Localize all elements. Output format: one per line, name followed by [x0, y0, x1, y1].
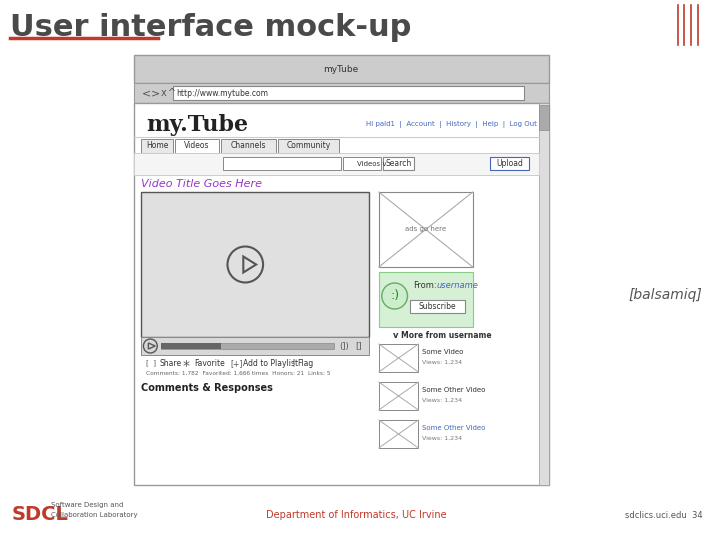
Circle shape	[382, 283, 408, 309]
Text: Add to Playlist: Add to Playlist	[243, 359, 298, 368]
Text: myTube: myTube	[323, 64, 359, 73]
Bar	[133, 83, 549, 103]
Text: Views: 1,234: Views: 1,234	[423, 435, 462, 441]
Text: Views: 1,234: Views: 1,234	[423, 360, 462, 365]
Bar	[379, 272, 473, 327]
Bar	[141, 337, 369, 355]
Text: [  ]: [ ]	[146, 359, 156, 366]
Text: <: <	[141, 88, 150, 98]
Text: Home: Home	[146, 141, 168, 151]
Text: Hi paid1  |  Account  |  History  |  Help  |  Log Out: Hi paid1 | Account | History | Help | Lo…	[366, 122, 537, 129]
Text: x: x	[161, 88, 167, 98]
Bar	[133, 55, 549, 83]
Text: Video Title Goes Here: Video Title Goes Here	[141, 179, 262, 189]
Text: :): :)	[390, 289, 399, 302]
Text: More from username: More from username	[400, 332, 491, 341]
Text: Search: Search	[385, 159, 412, 168]
Bar	[133, 103, 549, 485]
Text: sdclics.uci.edu  34: sdclics.uci.edu 34	[625, 510, 702, 519]
Text: User interface mock-up: User interface mock-up	[10, 14, 411, 43]
Bar	[379, 382, 418, 410]
Text: Community: Community	[287, 141, 330, 151]
Text: Some Other Video: Some Other Video	[423, 387, 486, 393]
Bar	[173, 86, 524, 100]
Bar	[383, 157, 415, 170]
Text: ^: ^	[168, 88, 176, 98]
Text: Comments & Responses: Comments & Responses	[141, 383, 274, 393]
Bar	[379, 344, 418, 372]
Text: From:: From:	[413, 281, 437, 291]
Text: Some Video: Some Video	[423, 349, 464, 355]
Bar	[410, 300, 465, 313]
Text: http://www.mytube.com: http://www.mytube.com	[176, 89, 268, 98]
Text: Flag: Flag	[297, 359, 314, 368]
FancyBboxPatch shape	[278, 139, 339, 153]
Bar	[141, 192, 369, 337]
Text: Software Design and
Collaboration Laboratory: Software Design and Collaboration Labora…	[51, 503, 138, 517]
Text: []: []	[355, 341, 361, 350]
Text: Channels: Channels	[230, 141, 266, 151]
Text: username: username	[436, 281, 478, 291]
Bar	[539, 105, 549, 130]
Text: >: >	[151, 88, 161, 98]
Text: Upload: Upload	[496, 159, 523, 168]
Bar	[161, 343, 220, 349]
Text: SDCL: SDCL	[12, 505, 68, 524]
Text: my.Tube: my.Tube	[146, 114, 248, 136]
Text: ads go here: ads go here	[405, 226, 446, 233]
Text: Some Other Video: Some Other Video	[423, 425, 486, 431]
Text: Subscribe: Subscribe	[418, 302, 456, 311]
Bar	[222, 157, 341, 170]
Text: !: !	[292, 359, 296, 369]
Text: [+]: [+]	[230, 359, 243, 368]
FancyBboxPatch shape	[220, 139, 276, 153]
Bar	[161, 343, 334, 349]
Text: (]): (])	[339, 341, 349, 350]
Text: Comments: 1,782  Favorited: 1,666 times  Honors: 21  Links: 5: Comments: 1,782 Favorited: 1,666 times H…	[146, 371, 331, 376]
Bar	[539, 103, 549, 485]
Text: *: *	[183, 359, 190, 373]
Text: Videos v: Videos v	[357, 160, 387, 166]
Bar	[379, 192, 473, 267]
Text: Department of Informatics, UC Irvine: Department of Informatics, UC Irvine	[266, 510, 446, 520]
Text: v: v	[392, 332, 398, 341]
Text: Favorite: Favorite	[194, 359, 225, 368]
Text: Share: Share	[159, 359, 181, 368]
Text: Views: 1,234: Views: 1,234	[423, 397, 462, 402]
Bar	[343, 157, 381, 170]
Text: [balsamiq]: [balsamiq]	[628, 288, 702, 302]
Bar	[133, 153, 539, 175]
FancyBboxPatch shape	[141, 139, 173, 153]
Bar	[490, 157, 529, 170]
Text: Videos: Videos	[184, 141, 210, 151]
FancyBboxPatch shape	[175, 139, 219, 153]
Bar	[379, 420, 418, 448]
